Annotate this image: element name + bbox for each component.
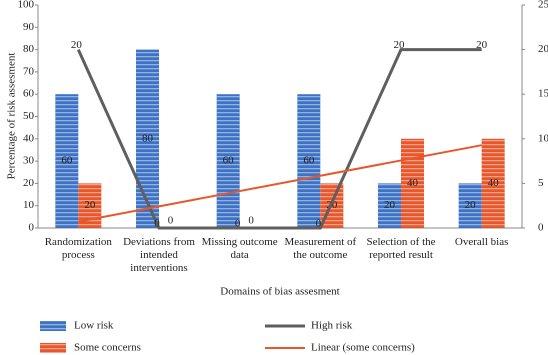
data-label: 20 xyxy=(71,39,83,51)
y-tick-label: 60 xyxy=(23,88,35,100)
y-tick-label: 20 xyxy=(23,177,35,189)
line-series xyxy=(76,48,482,230)
y-tick-label: 70 xyxy=(23,65,35,77)
y-tick-label: 30 xyxy=(23,155,35,167)
data-label: 20 xyxy=(465,199,477,211)
data-label: 60 xyxy=(223,155,235,167)
data-label: 0 xyxy=(248,215,254,227)
y-tick-label: 90 xyxy=(23,21,35,33)
data-label: 0 xyxy=(168,215,174,227)
y2-tick-label: 20 xyxy=(538,43,548,55)
y2-tick-label: 15 xyxy=(538,88,548,100)
bar-texture xyxy=(78,183,102,228)
y-tick-label: 100 xyxy=(18,0,35,11)
y-tick-label: 10 xyxy=(23,199,35,211)
legend-label: Some concerns xyxy=(74,342,141,354)
x-tick-label: Measurement of the outcome xyxy=(284,236,357,261)
y-axis-title: Percentage of risk assesment xyxy=(6,53,18,180)
legend-texture xyxy=(40,343,66,353)
bar-texture xyxy=(458,183,482,228)
data-label: 60 xyxy=(303,155,315,167)
data-label: 20 xyxy=(84,199,96,211)
legend-label: High risk xyxy=(311,320,353,332)
x-tick-label: Deviations from intended interventions xyxy=(123,236,195,274)
y2-tick-label: 25 xyxy=(538,0,548,11)
line-series xyxy=(78,144,482,223)
x-tick-label: Missing outcome data xyxy=(201,236,278,261)
legend-label: Linear (some concerns) xyxy=(311,342,415,354)
data-label: 40 xyxy=(488,177,500,189)
y2-tick-label: 0 xyxy=(538,222,544,234)
data-label: 0 xyxy=(154,218,160,230)
bar-texture xyxy=(481,138,505,228)
data-label: 0 xyxy=(316,218,322,230)
x-tick-label: Randomization process xyxy=(44,236,112,261)
data-label: 80 xyxy=(142,132,154,144)
y2-tick-label: 10 xyxy=(538,132,548,144)
y-tick-label: 50 xyxy=(23,110,35,122)
bar-texture xyxy=(378,183,401,228)
y-tick-label: 40 xyxy=(23,132,35,144)
legend-label: Low risk xyxy=(74,320,114,332)
data-label: 40 xyxy=(407,177,419,189)
data-label: 20 xyxy=(384,199,396,211)
x-tick-label: Overall bias xyxy=(454,236,509,248)
bar-texture xyxy=(401,138,424,228)
data-label: 0 xyxy=(235,218,241,230)
legend-texture xyxy=(40,321,66,331)
y-tick-label: 0 xyxy=(29,222,35,234)
x-tick-label: Selection of the reported result xyxy=(366,236,436,261)
x-axis-title: Domains of bias assesment xyxy=(220,286,339,298)
data-label: 20 xyxy=(476,39,488,51)
bar-texture xyxy=(136,49,159,228)
bar-texture xyxy=(55,94,79,228)
y2-tick-label: 5 xyxy=(538,177,544,189)
bar-texture xyxy=(297,94,321,228)
data-label: 20 xyxy=(394,39,406,51)
y-tick-label: 80 xyxy=(23,43,35,55)
data-label: 60 xyxy=(61,155,73,167)
